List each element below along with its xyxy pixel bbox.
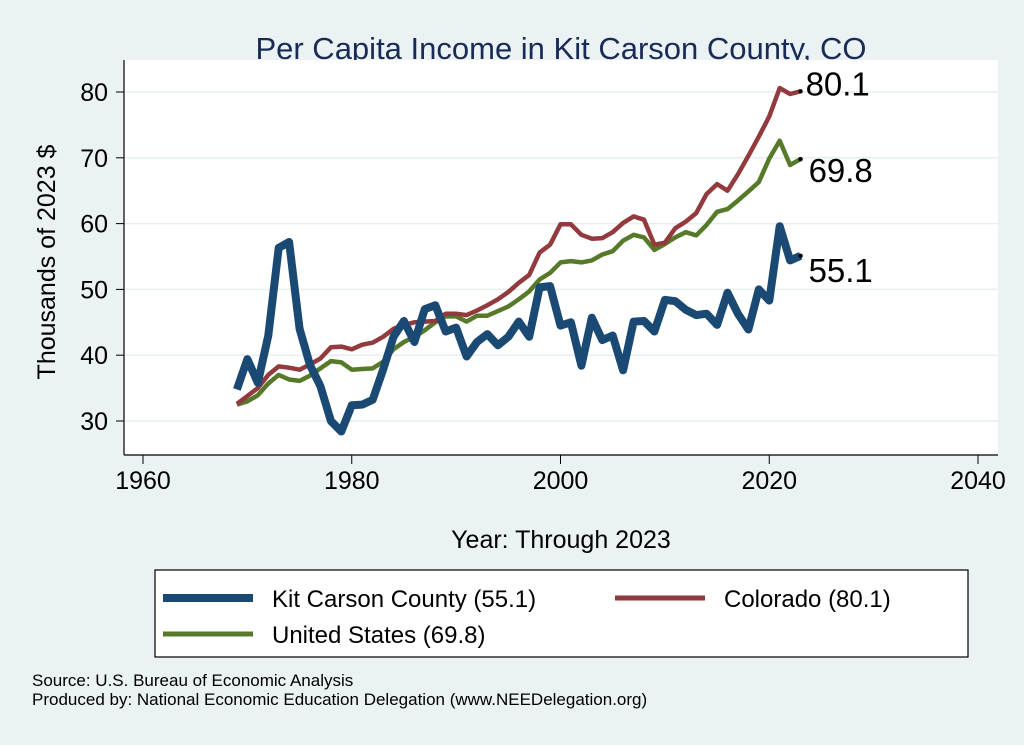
x-axis-ticks: 1960 1980 2000 2020 2040: [115, 455, 1006, 495]
series-line-colorado: [235, 85, 802, 406]
gridlines: [125, 91, 998, 422]
y-tick-label: 30: [80, 408, 108, 436]
x-tick-label: 2020: [741, 467, 797, 495]
x-tick-label: 2040: [950, 467, 1006, 495]
end-label-colorado: 80.1: [806, 65, 870, 102]
y-tick-label: 80: [80, 79, 108, 107]
producer-note: Produced by: National Economic Education…: [32, 690, 648, 709]
end-marker: [798, 156, 803, 162]
legend-box: [154, 569, 969, 658]
y-tick-label: 60: [80, 211, 108, 239]
legend: Kit Carson County (55.1) Colorado (80.1)…: [154, 569, 969, 658]
series-line-united-states: [236, 138, 802, 407]
y-axis-title: Thousands of 2023 $: [33, 144, 61, 379]
plot-area: [124, 60, 998, 455]
x-axis-title: Year: Through 2023: [451, 526, 671, 554]
end-marker: [798, 89, 803, 94]
source-note: Source: U.S. Bureau of Economic Analysis: [32, 671, 354, 690]
x-tick-label: 2000: [533, 467, 589, 495]
series-line-kit-carson: [233, 222, 803, 436]
y-axis-ticks: 30 40 50 60 70 80: [80, 79, 124, 436]
legend-label-colorado: Colorado (80.1): [724, 586, 891, 613]
end-label-united-states: 69.8: [809, 152, 873, 189]
y-tick-label: 40: [80, 342, 108, 370]
end-labels: 55.1 80.1 69.8: [798, 65, 873, 289]
y-tick-label: 70: [80, 145, 108, 173]
x-tick-label: 1960: [115, 467, 171, 495]
legend-label-kit-carson: Kit Carson County (55.1): [272, 586, 536, 613]
legend-label-united-states: United States (69.8): [272, 622, 485, 649]
end-marker: [798, 253, 803, 259]
x-tick-label: 1980: [324, 467, 380, 495]
end-label-kit-carson: 55.1: [809, 252, 873, 289]
series-lines: [233, 85, 803, 436]
y-tick-label: 50: [80, 276, 108, 304]
